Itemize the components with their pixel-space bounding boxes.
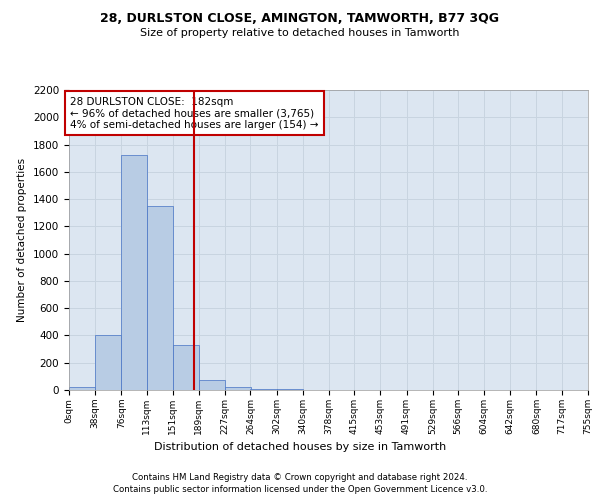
Text: 28, DURLSTON CLOSE, AMINGTON, TAMWORTH, B77 3QG: 28, DURLSTON CLOSE, AMINGTON, TAMWORTH, … — [101, 12, 499, 26]
Text: 28 DURLSTON CLOSE:  182sqm
← 96% of detached houses are smaller (3,765)
4% of se: 28 DURLSTON CLOSE: 182sqm ← 96% of detac… — [70, 96, 319, 130]
Text: Contains public sector information licensed under the Open Government Licence v3: Contains public sector information licen… — [113, 485, 487, 494]
Bar — [199, 380, 225, 390]
Text: Distribution of detached houses by size in Tamworth: Distribution of detached houses by size … — [154, 442, 446, 452]
Bar — [95, 336, 121, 390]
Text: Size of property relative to detached houses in Tamworth: Size of property relative to detached ho… — [140, 28, 460, 38]
Bar — [250, 388, 277, 390]
Bar — [146, 206, 173, 390]
Text: Contains HM Land Registry data © Crown copyright and database right 2024.: Contains HM Land Registry data © Crown c… — [132, 472, 468, 482]
Bar — [69, 388, 95, 390]
Bar — [173, 345, 199, 390]
Bar — [225, 386, 251, 390]
Y-axis label: Number of detached properties: Number of detached properties — [17, 158, 28, 322]
Bar — [121, 156, 148, 390]
